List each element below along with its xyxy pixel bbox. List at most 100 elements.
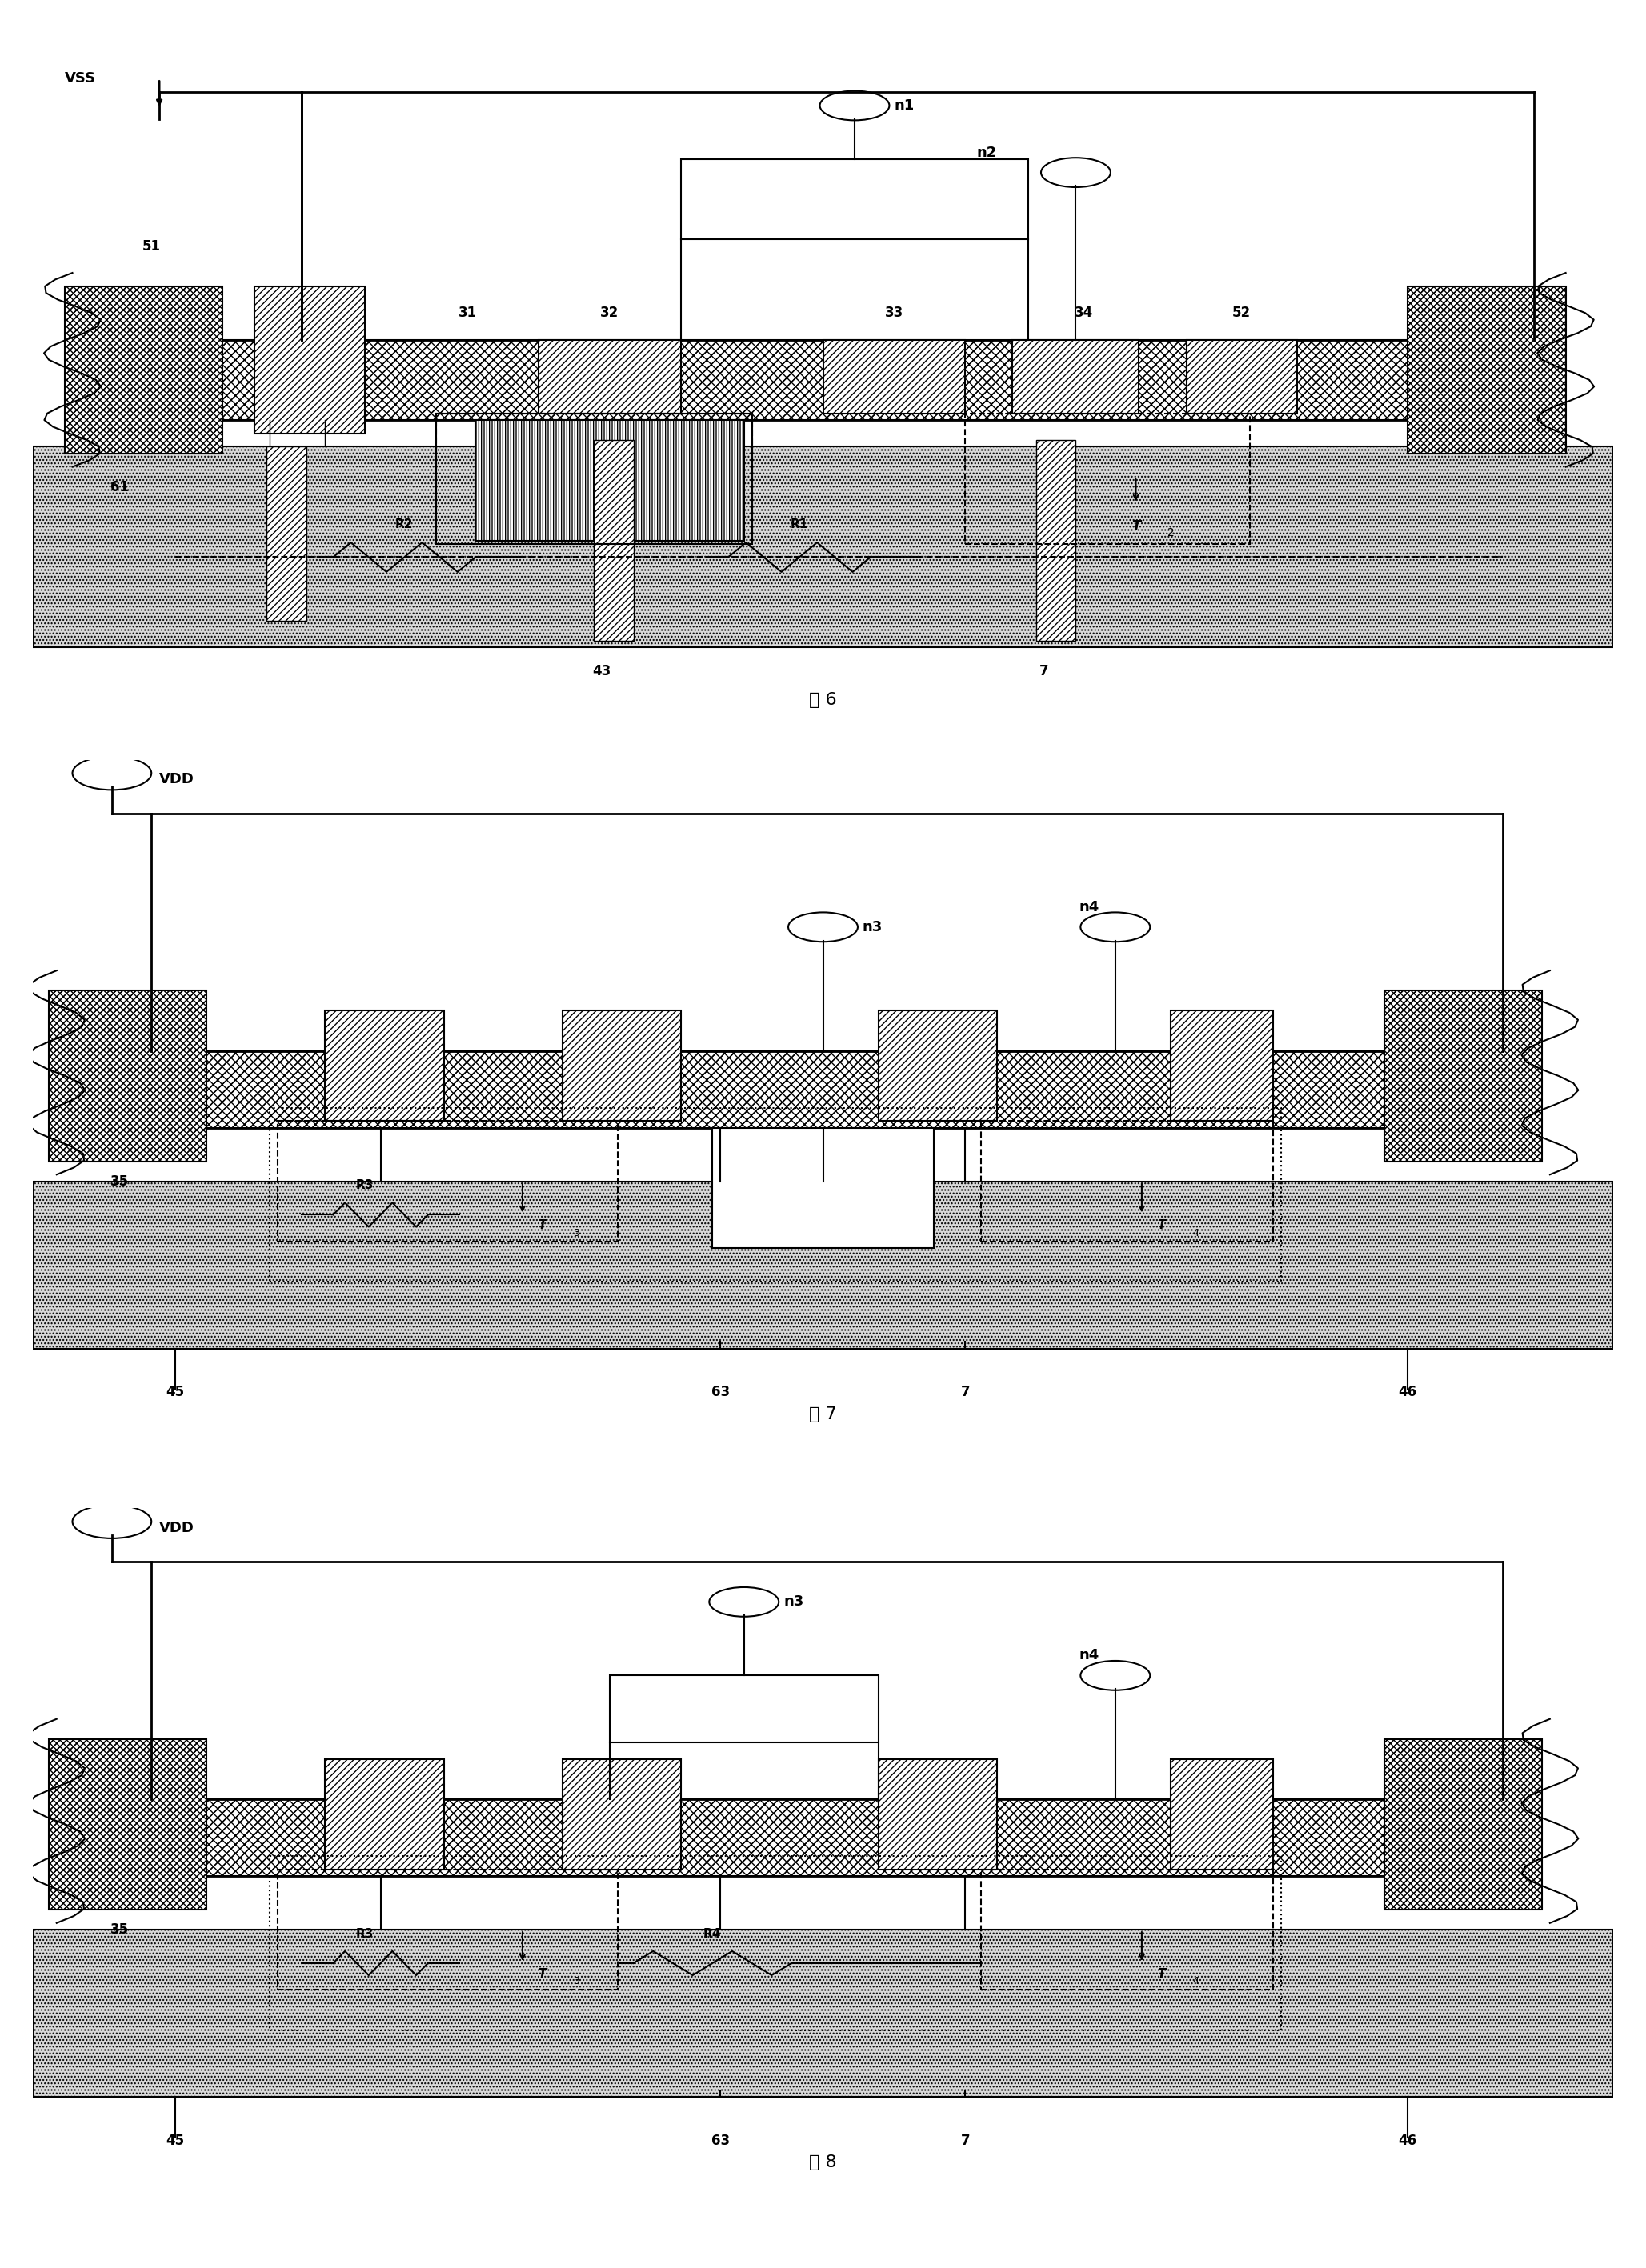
Text: 45: 45 [166,2134,184,2148]
Bar [160,340,1503,420]
Text: 35: 35 [110,1175,128,1188]
Bar [436,413,752,544]
Bar [713,1127,933,1247]
Bar [270,1107,1281,1281]
Text: T: T [538,1969,546,1980]
Text: 61: 61 [110,481,128,494]
Text: 34: 34 [1075,306,1093,320]
Bar [49,1740,207,1910]
Text: 3: 3 [573,1227,579,1238]
Text: 63: 63 [711,1386,729,1399]
Bar [1407,286,1565,454]
Text: 图 6: 图 6 [810,692,836,708]
Bar [326,1760,444,1869]
Bar [326,1012,444,1120]
Text: 51: 51 [300,306,319,320]
Bar [981,1120,1274,1241]
Text: T: T [1157,1969,1165,1980]
Text: 46: 46 [1399,2134,1417,2148]
Bar [681,159,1029,240]
Bar [49,1740,207,1910]
Text: 1: 1 [640,526,649,538]
Text: 33: 33 [886,306,904,320]
Bar [563,1760,681,1869]
Text: 41: 41 [285,481,303,494]
Text: T: T [538,1220,546,1232]
Bar [278,1120,617,1241]
Text: VSS: VSS [64,70,95,86]
Text: 3: 3 [573,1975,579,1987]
Text: n4: n4 [1080,900,1100,914]
Text: 8: 8 [1481,306,1491,320]
Text: 图 7: 图 7 [810,1406,836,1422]
Text: 4: 4 [1192,1227,1198,1238]
Bar [436,413,752,544]
Bar [33,1930,1613,2098]
Bar [1012,340,1139,413]
Text: 54: 54 [928,1021,948,1034]
Bar [538,340,681,413]
Text: 图 8: 图 8 [810,2155,836,2170]
Text: 53: 53 [609,1769,627,1783]
Bar [160,1050,1526,1127]
Text: 7: 7 [1040,665,1049,678]
Text: 55: 55 [372,1769,390,1783]
Text: T: T [606,519,614,533]
Text: R3: R3 [356,1179,374,1191]
Text: 63: 63 [711,2134,729,2148]
Bar [563,1012,681,1120]
Bar [965,413,1249,544]
Bar [33,447,1613,649]
Bar [160,1799,1526,1876]
Bar [609,1676,879,1742]
Text: n3: n3 [783,1594,803,1608]
Text: 54: 54 [928,1769,948,1783]
Text: 43: 43 [593,665,611,678]
Text: 7: 7 [961,2134,969,2148]
Bar [64,286,222,454]
Text: 46: 46 [1399,1386,1417,1399]
Text: 52: 52 [1233,306,1251,320]
Bar [1187,340,1297,413]
Text: 7: 7 [961,1386,969,1399]
Bar [64,286,222,454]
Text: 45: 45 [166,1386,184,1399]
Text: 32: 32 [601,306,619,320]
Text: n4: n4 [1080,1649,1100,1662]
Bar [160,1799,1526,1876]
Bar [1407,286,1565,454]
Text: n2: n2 [976,145,997,159]
Text: 31: 31 [458,306,477,320]
Bar [49,991,207,1161]
Text: R3: R3 [356,1928,374,1939]
Text: 35: 35 [110,1923,128,1937]
Bar [160,340,1503,420]
Text: R4: R4 [703,1928,721,1939]
Bar [1384,1740,1542,1910]
Text: n3: n3 [863,921,882,934]
Text: 55: 55 [372,1021,390,1034]
Bar [1037,440,1076,642]
Text: 51: 51 [142,238,161,254]
Bar [1170,1760,1274,1869]
Bar [1384,1740,1542,1910]
Bar [49,991,207,1161]
Text: 4: 4 [1192,1975,1198,1987]
Text: R2: R2 [395,519,413,531]
Bar [278,1869,617,1989]
Bar [33,1182,1613,1349]
Text: VDD: VDD [160,1520,194,1535]
Bar [1384,991,1542,1161]
Bar [879,1760,997,1869]
Bar [253,286,365,433]
Bar [879,1012,997,1120]
Bar [476,420,744,540]
Text: VDD: VDD [160,771,194,787]
Bar [270,1855,1281,2030]
Bar [594,440,634,642]
Bar [981,1869,1274,1989]
Text: n1: n1 [894,98,914,113]
Text: 2: 2 [1167,526,1174,538]
Bar [1170,1012,1274,1120]
Bar [823,340,965,413]
